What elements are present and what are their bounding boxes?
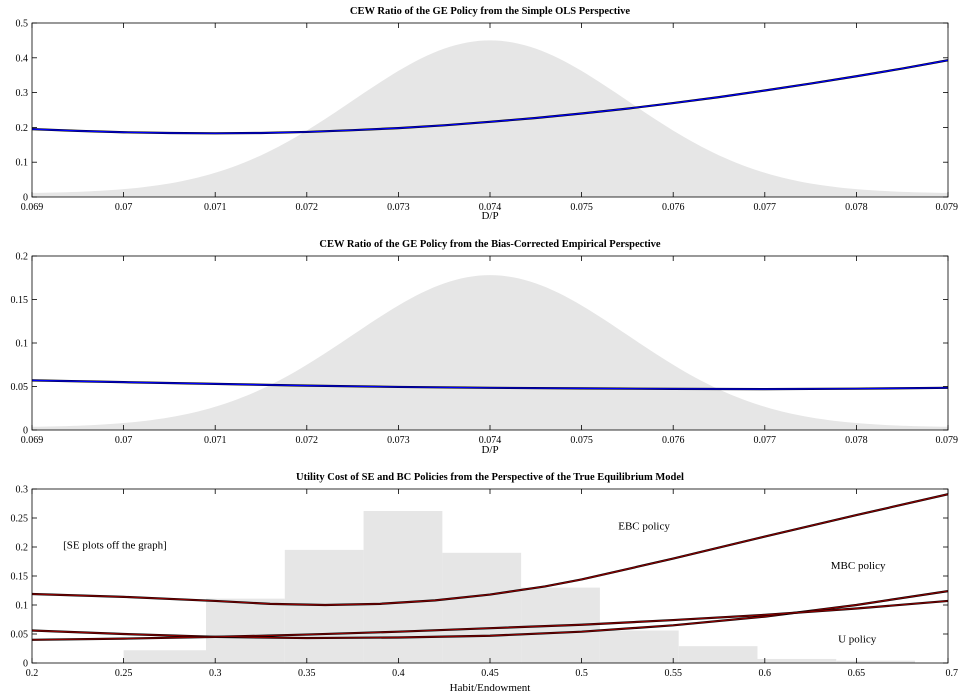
x-tick-label: 0.069 [21,435,44,446]
y-tick-label: 0.05 [11,382,29,393]
y-tick-label: 0.3 [16,485,29,496]
series-line [32,379,948,390]
annotation-label: [SE plots off the graph] [63,540,167,552]
x-tick-label: 0.07 [115,435,133,446]
x-tick-label: 0.45 [481,668,499,679]
x-tick-label: 0.072 [296,202,319,213]
x-tick-label: 0.075 [570,435,593,446]
x-tick-label: 0.078 [845,435,868,446]
series-line [32,493,948,606]
x-tick-label: 0.25 [115,668,133,679]
x-tick-label: 0.5 [575,668,588,679]
x-tick-label: 0.2 [26,668,39,679]
x-tick-label: 0.078 [845,202,868,213]
y-tick-label: 0.05 [11,630,29,641]
annotation-label: U policy [838,634,877,646]
density-area [32,40,948,198]
y-tick-label: 0.4 [16,53,29,64]
chart-title: CEW Ratio of the GE Policy from the Simp… [350,6,631,17]
x-tick-label: 0.6 [759,668,772,679]
y-tick-label: 0.25 [11,514,29,525]
annotation-label: EBC policy [618,521,670,533]
x-axis-label: Habit/Endowment [450,682,531,694]
x-tick-label: 0.3 [209,668,222,679]
x-tick-label: 0.069 [21,202,44,213]
chart-title: Utility Cost of SE and BC Policies from … [296,472,684,483]
annotation-label: MBC policy [831,560,886,572]
y-tick-label: 0 [23,426,28,437]
histogram-bar [599,630,679,663]
histogram-bar [123,650,207,663]
x-tick-label: 0.073 [387,435,410,446]
chart-title: CEW Ratio of the GE Policy from the Bias… [319,239,661,250]
histogram-bar [678,646,758,663]
x-tick-label: 0.076 [662,435,685,446]
histogram-bar [442,552,522,663]
y-tick-label: 0.1 [16,158,29,169]
histogram-bar [757,658,837,663]
x-tick-label: 0.65 [848,668,866,679]
x-tick-label: 0.073 [387,202,410,213]
x-tick-label: 0.077 [754,435,777,446]
x-tick-label: 0.074 [479,202,502,213]
y-tick-label: 0.2 [16,543,29,554]
y-tick-label: 0.3 [16,88,29,99]
y-tick-label: 0.1 [16,601,29,612]
chart-panel-3: 0.2 0.25 0.3 0.35 0.4 0.45 0.5 0.55 0.6 0.65 0.700… [11,472,959,694]
y-tick-label: 0.1 [16,339,29,350]
histogram-bar [363,511,443,663]
y-tick-label: 0.2 [16,252,29,263]
x-tick-label: 0.076 [662,202,685,213]
x-tick-label: 0.55 [664,668,682,679]
histogram-bar [836,660,916,663]
histogram-bar [206,598,285,663]
x-tick-label: 0.4 [392,668,405,679]
x-tick-label: 0.079 [936,202,959,213]
y-tick-label: 0.2 [16,123,29,134]
series-line [32,59,948,134]
histogram-bar [284,549,364,663]
x-axis-label: D/P [481,444,498,456]
y-tick-label: 0.5 [16,19,29,30]
x-tick-label: 0.074 [479,435,502,446]
y-tick-label: 0.15 [11,295,29,306]
y-tick-label: 0.15 [11,572,29,583]
series-line [32,600,948,641]
y-tick-label: 0 [23,193,28,204]
x-tick-label: 0.077 [754,202,777,213]
x-tick-label: 0.35 [298,668,316,679]
chart-panel-2: 0.069 0.07 0.071 0.072 0.073 0.074 0.075 0.076 0… [11,239,959,456]
x-tick-label: 0.071 [204,435,227,446]
density-area [32,275,948,430]
x-axis-label: D/P [481,210,498,222]
x-tick-label: 0.075 [570,202,593,213]
x-tick-label: 0.079 [936,435,959,446]
x-tick-label: 0.07 [115,202,133,213]
x-tick-label: 0.072 [296,435,319,446]
y-tick-label: 0 [23,659,28,670]
x-tick-label: 0.071 [204,202,227,213]
chart-panel-1: 0.069 0.07 0.071 0.072 0.073 0.074 0.075 0.076 0… [16,6,959,222]
x-tick-label: 0.7 [946,668,959,679]
